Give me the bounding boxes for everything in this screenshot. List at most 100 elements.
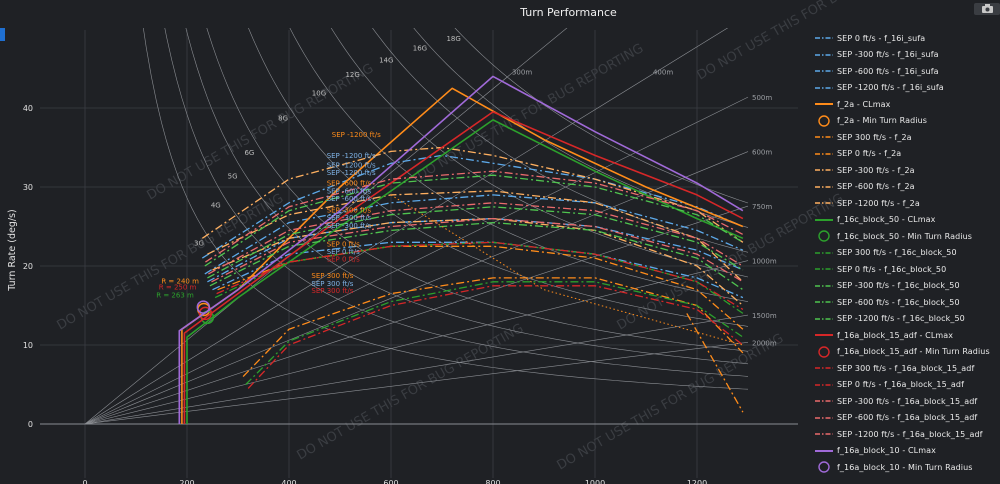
g-line-label: 8G [278, 115, 288, 123]
legend-label: SEP -600 ft/s - f_16a_block_15_adf [837, 413, 978, 422]
sep-annotation: SEP -1200 ft/s [327, 152, 376, 160]
radius-line [84, 28, 568, 425]
x-tick-label: 1000 [585, 479, 605, 484]
legend-item[interactable]: SEP 0 ft/s - f_16i_sufa [814, 30, 925, 46]
g-line [289, 28, 749, 302]
legend-item[interactable]: f_16a_block_15_adf - CLmax [814, 327, 953, 343]
legend-label: f_2a - Min Turn Radius [837, 116, 928, 125]
x-tick-label: 1200 [687, 479, 707, 484]
y-tick-label: 30 [23, 183, 33, 192]
min-radius-label: R = 250 m [159, 284, 197, 292]
y-tick-label: 40 [23, 104, 33, 113]
radius-line-label: 300m [512, 68, 532, 76]
legend-symbol [815, 317, 833, 320]
radius-line [84, 260, 749, 425]
g-line [413, 28, 749, 228]
sep-annotation: SEP 300 ft/s [311, 280, 353, 288]
legend-label: SEP 0 ft/s - f_16a_block_15_adf [837, 380, 964, 389]
legend-item[interactable]: SEP -1200 ft/s - f_2a [814, 195, 920, 211]
legend-item[interactable]: f_16c_block_50 - Min Turn Radius [814, 228, 972, 244]
x-tick-label: 800 [485, 479, 500, 484]
panel-tab-marker[interactable] [0, 28, 5, 41]
legend-item[interactable]: SEP -1200 ft/s - f_16c_block_50 [814, 311, 965, 327]
legend-symbol [815, 185, 833, 188]
legend-item[interactable]: SEP -300 ft/s - f_16i_sufa [814, 47, 939, 63]
legend-label: SEP 0 ft/s - f_16i_sufa [837, 33, 926, 43]
sep-line [214, 241, 744, 314]
watermark-text: DO NOT USE THIS FOR BUG REPORTING [55, 191, 287, 333]
legend-label: SEP -300 ft/s - f_16c_block_50 [837, 281, 960, 290]
sep-annotation: SEP 300 ft/s [311, 272, 353, 280]
radius-line-label: 1500m [752, 312, 777, 320]
legend-item[interactable]: SEP -300 ft/s - f_2a [814, 162, 915, 178]
legend-item[interactable]: SEP -600 ft/s - f_16c_block_50 [814, 294, 960, 310]
legend-item[interactable]: f_2a - CLmax [814, 96, 890, 112]
legend-label: f_2a - CLmax [837, 99, 891, 109]
legend-item[interactable]: f_16a_block_10 - Min Turn Radius [814, 459, 973, 475]
legend-item[interactable]: SEP 300 ft/s - f_16a_block_15_adf [814, 360, 974, 376]
sep-line [216, 241, 744, 310]
y-tick-label: 10 [23, 341, 33, 350]
min-turn-radius-marker [196, 300, 211, 314]
legend-item[interactable]: SEP -1200 ft/s - f_16a_block_15_adf [814, 426, 983, 442]
min-turn-radius-marker [198, 306, 213, 321]
x-tick-label: 400 [281, 479, 296, 484]
sep-annotation: SEP -1200 ft/s [327, 161, 376, 169]
x-tick-label: 0 [82, 479, 87, 484]
sep-annotation: SEP -1200 ft/s [332, 131, 381, 139]
legend-symbol [818, 114, 830, 127]
g-line [372, 28, 749, 253]
legend-symbol [815, 152, 833, 155]
legend-item[interactable]: f_16a_block_10 - CLmax [814, 443, 936, 459]
legend-item[interactable]: SEP 300 ft/s - f_16c_block_50 [814, 245, 957, 261]
legend-symbol [815, 53, 833, 56]
legend-label: f_16a_block_10 - CLmax [837, 446, 936, 455]
legend-item[interactable]: SEP -600 ft/s - f_16a_block_15_adf [814, 410, 977, 426]
camera-icon[interactable] [974, 3, 1000, 15]
legend-symbol [815, 301, 833, 303]
corner-speed-line [390, 194, 744, 346]
legend-item[interactable]: SEP -600 ft/s - f_16i_sufa [814, 63, 939, 79]
legend-item[interactable]: f_16c_block_50 - CLmax [814, 212, 935, 228]
sep-tail-line [686, 313, 744, 413]
legend-symbol [815, 103, 833, 105]
clmax-line [178, 75, 744, 424]
min-radius-label: R = 263 m [156, 292, 194, 300]
legend-symbol [815, 86, 833, 89]
sep-annotation: SEP -300 ft/s [327, 214, 372, 222]
sep-line [208, 202, 744, 275]
legend-item[interactable]: SEP 0 ft/s - f_2a [814, 146, 901, 162]
legend-item[interactable]: f_16a_block_15_adf - Min Turn Radius [814, 344, 990, 360]
legend-symbol [815, 367, 833, 369]
sep-line [209, 221, 744, 291]
legend-item[interactable]: f_2a - Min Turn Radius [814, 113, 927, 129]
legend-item[interactable]: SEP 0 ft/s - f_16a_block_15_adf [814, 377, 964, 393]
radius-line-label: 1000m [752, 258, 777, 266]
g-line-label: 14G [379, 56, 393, 64]
legend-item[interactable]: SEP -300 ft/s - f_16a_block_15_adf [814, 393, 977, 409]
legend-item[interactable]: SEP -300 ft/s - f_16c_block_50 [814, 278, 960, 294]
g-line-label: 16G [413, 45, 427, 53]
legend-item[interactable]: SEP 300 ft/s - f_2a [814, 129, 912, 145]
legend-label: f_16c_block_50 - CLmax [837, 215, 936, 224]
g-line [185, 28, 749, 365]
legend-item[interactable]: SEP -600 ft/s - f_2a [814, 179, 915, 195]
clmax-line [181, 87, 744, 424]
legend-item[interactable]: SEP -1200 ft/s - f_16i_sufa [814, 80, 944, 96]
legend-label: SEP -1200 ft/s - f_2a [837, 198, 920, 208]
g-line-label: 10G [312, 90, 326, 98]
g-line-label: 6G [244, 149, 254, 157]
legend-symbol [815, 334, 833, 336]
legend-symbol [815, 169, 833, 171]
grid [40, 30, 798, 478]
sep-annotation: SEP 0 ft/s [327, 240, 360, 248]
legend-item[interactable]: SEP 0 ft/s - f_16c_block_50 [814, 261, 946, 277]
sep-annotation: SEP -600 ft/s [327, 179, 372, 187]
g-line-label: 4G [211, 201, 221, 209]
legend-label: SEP 300 ft/s - f_2a [837, 132, 912, 142]
sep-annotation: SEP -600 ft/s [327, 195, 372, 203]
chart-title: Turn Performance [520, 6, 617, 19]
